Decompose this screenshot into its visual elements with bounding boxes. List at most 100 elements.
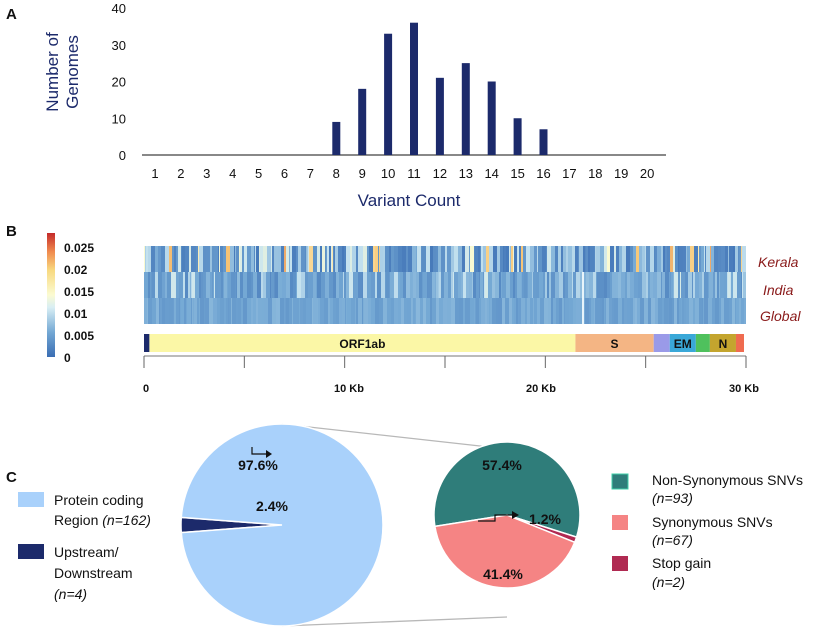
heat-cell (316, 272, 317, 298)
colorbar-tick-label: 0.005 (64, 329, 94, 343)
heat-cell (278, 298, 280, 324)
heat-cell (236, 272, 237, 298)
heat-cell (336, 272, 339, 298)
heat-cell (272, 298, 276, 324)
legend-upstream-line1: Upstream/ (54, 544, 119, 560)
heat-cell (219, 246, 220, 272)
heat-cell (473, 272, 476, 298)
heat-cell (668, 298, 669, 324)
heat-cell (247, 246, 251, 272)
heat-cell (698, 246, 699, 272)
heat-cell (458, 272, 461, 298)
heat-cell (353, 272, 354, 298)
heat-cell (284, 298, 285, 324)
heat-cell (607, 272, 610, 298)
heat-cell (563, 272, 565, 298)
heat-cell (210, 272, 212, 298)
heat-cell (724, 272, 727, 298)
heat-cell (583, 272, 586, 298)
heat-cell (387, 298, 391, 324)
heat-cell (271, 272, 274, 298)
heat-cell (715, 298, 719, 324)
gene-label: N (719, 337, 728, 351)
legend-upstream-n: (n=4) (54, 586, 87, 602)
heat-cell (398, 298, 401, 324)
heat-cell (423, 298, 426, 324)
heat-cell (152, 298, 156, 324)
heat-cell (416, 272, 419, 298)
heat-cell (510, 246, 511, 272)
heatmap (144, 246, 746, 324)
heat-cell (354, 272, 357, 298)
heat-cell (536, 272, 539, 298)
heat-cell (227, 272, 228, 298)
heat-cell (285, 298, 286, 324)
x-tick-label: 2 (177, 166, 184, 181)
heat-cell (472, 272, 473, 298)
heat-cell (198, 246, 199, 272)
heat-cell (686, 298, 689, 324)
heat-cell (191, 246, 194, 272)
heat-cell (695, 298, 699, 324)
heat-cell (627, 298, 630, 324)
colorbar-tick-label: 0.025 (64, 241, 94, 255)
heat-cell (715, 272, 717, 298)
heat-cell (159, 298, 160, 324)
gene-label: ORF1ab (339, 337, 385, 351)
heat-cell (317, 298, 318, 324)
heat-cell (155, 272, 158, 298)
heat-cell (725, 298, 729, 324)
y-tick-label: 20 (112, 75, 126, 90)
heat-cell (444, 272, 448, 298)
x-tick-label: 5 (255, 166, 262, 181)
heat-cell (412, 246, 416, 272)
heat-cell (743, 272, 746, 298)
heat-cell (677, 298, 679, 324)
heat-cell (517, 272, 521, 298)
heat-cell (484, 272, 485, 298)
heat-cell (324, 298, 328, 324)
heat-cell (682, 298, 684, 324)
heat-cell (334, 272, 336, 298)
heat-cell (339, 298, 342, 324)
heat-cell (308, 246, 309, 272)
heat-cell (723, 298, 724, 324)
heat-cell (720, 298, 721, 324)
heat-cell (322, 246, 325, 272)
heat-cell (483, 246, 486, 272)
heat-cell (699, 272, 702, 298)
heat-cell (305, 246, 306, 272)
heat-cell (479, 272, 480, 298)
heat-cell (162, 272, 165, 298)
heat-cell (496, 298, 498, 324)
heat-cell (258, 298, 262, 324)
colorbar-tick-label: 0.01 (64, 307, 88, 321)
heat-cell (179, 272, 183, 298)
heat-cell (383, 246, 385, 272)
heat-cell (317, 272, 321, 298)
bar (435, 77, 444, 155)
heat-cell (327, 246, 329, 272)
heat-cell (329, 272, 333, 298)
heat-cell (325, 246, 326, 272)
heat-cell (485, 272, 488, 298)
heat-cell (644, 298, 648, 324)
heat-cell (289, 298, 292, 324)
heat-cell (224, 272, 227, 298)
heat-cell (272, 246, 274, 272)
heat-cell (290, 272, 292, 298)
heat-cell (237, 272, 240, 298)
heat-cell (158, 272, 162, 298)
heat-cell (263, 272, 266, 298)
heat-cell (400, 272, 403, 298)
gene-segment (669, 334, 696, 352)
heat-cell (510, 272, 513, 298)
heat-cell (702, 272, 704, 298)
heat-cell (553, 298, 556, 324)
heat-cell (490, 298, 492, 324)
legend-upstream-line2: Downstream (54, 565, 133, 581)
heat-cell (251, 272, 253, 298)
heat-cell (296, 246, 298, 272)
heat-cell (590, 246, 594, 272)
heat-cell (398, 272, 400, 298)
